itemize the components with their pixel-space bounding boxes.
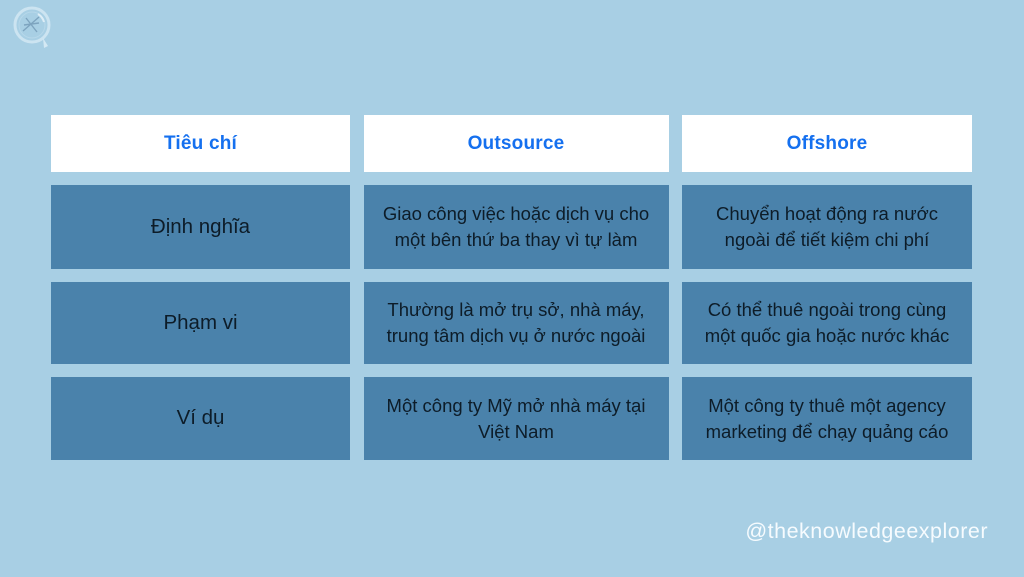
offshore-cell-pham-vi: Có thể thuê ngoài trong cùng một quốc gi… bbox=[682, 282, 972, 364]
cell-text: Thường là mở trụ sở, nhà máy, trung tâm … bbox=[386, 299, 646, 346]
outsource-cell-pham-vi: Thường là mở trụ sở, nhà máy, trung tâm … bbox=[363, 282, 669, 364]
criteria-cell-vi-du: Ví dụ bbox=[51, 377, 350, 460]
criteria-label: Phạm vi bbox=[163, 310, 238, 334]
cell-text: Giao công việc hoặc dịch vụ cho một bên … bbox=[382, 203, 650, 250]
header-label: Tiêu chí bbox=[163, 132, 238, 154]
comparison-table: Tiêu chí Outsource Offshore Định nghĩa G… bbox=[51, 115, 972, 460]
cell-text: Một công ty thuê một agency marketing để… bbox=[705, 394, 949, 442]
cell-text: Có thể thuê ngoài trong cùng một quốc gi… bbox=[704, 299, 950, 346]
magnifier-logo bbox=[8, 2, 60, 54]
social-handle: @theknowledgeexplorer bbox=[745, 519, 988, 543]
criteria-label: Định nghĩa bbox=[150, 214, 251, 238]
header-label: Outsource bbox=[467, 132, 565, 154]
criteria-cell-dinh-nghia: Định nghĩa bbox=[51, 185, 350, 269]
criteria-label: Ví dụ bbox=[176, 406, 225, 430]
magnifier-icon bbox=[13, 6, 51, 48]
header-cell-outsource: Outsource bbox=[363, 115, 669, 172]
offshore-cell-dinh-nghia: Chuyển hoạt động ra nước ngoài để tiết k… bbox=[682, 185, 972, 269]
outsource-cell-vi-du: Một công ty Mỹ mở nhà máy tại Việt Nam bbox=[363, 377, 669, 460]
header-cell-tieu-chi: Tiêu chí bbox=[51, 115, 350, 172]
cell-text: Một công ty Mỹ mở nhà máy tại Việt Nam bbox=[386, 394, 646, 442]
offshore-cell-vi-du: Một công ty thuê một agency marketing để… bbox=[682, 377, 972, 460]
header-label: Offshore bbox=[786, 132, 868, 154]
header-cell-offshore: Offshore bbox=[682, 115, 972, 172]
outsource-cell-dinh-nghia: Giao công việc hoặc dịch vụ cho một bên … bbox=[363, 185, 669, 269]
cell-text: Chuyển hoạt động ra nước ngoài để tiết k… bbox=[716, 203, 938, 250]
criteria-cell-pham-vi: Phạm vi bbox=[51, 282, 350, 364]
